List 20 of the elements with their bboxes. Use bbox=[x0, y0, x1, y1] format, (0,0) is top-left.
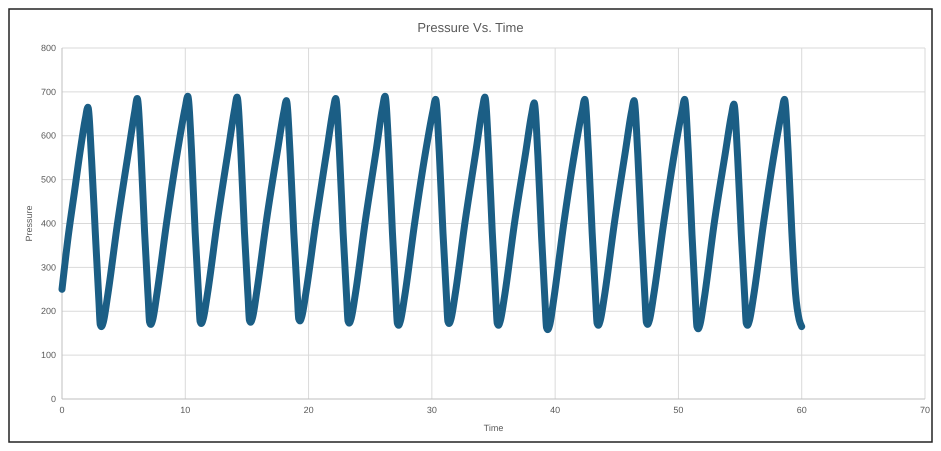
y-tick-label: 200 bbox=[40, 306, 56, 316]
x-tick-label: 70 bbox=[920, 405, 930, 415]
y-tick-label: 600 bbox=[40, 130, 56, 141]
y-tick-label: 800 bbox=[40, 42, 56, 53]
x-axis-title: Time bbox=[484, 423, 504, 433]
chart-title: Pressure Vs. Time bbox=[417, 20, 524, 35]
x-tick-label: 20 bbox=[304, 405, 314, 415]
y-tick-label: 400 bbox=[40, 218, 56, 228]
x-tick-label: 30 bbox=[426, 405, 437, 415]
x-tick-label: 0 bbox=[59, 405, 65, 415]
x-tick-label: 50 bbox=[673, 405, 684, 415]
y-tick-label: 500 bbox=[40, 174, 56, 185]
x-tick-label: 40 bbox=[550, 405, 560, 415]
y-tick-label: 300 bbox=[40, 262, 56, 272]
y-tick-label: 100 bbox=[40, 350, 56, 360]
x-tick-label: 60 bbox=[796, 405, 807, 415]
y-tick-label: 0 bbox=[50, 394, 56, 404]
y-tick-label: 700 bbox=[40, 86, 56, 97]
y-axis-title: Pressure bbox=[24, 205, 34, 242]
x-tick-label: 10 bbox=[180, 405, 190, 415]
